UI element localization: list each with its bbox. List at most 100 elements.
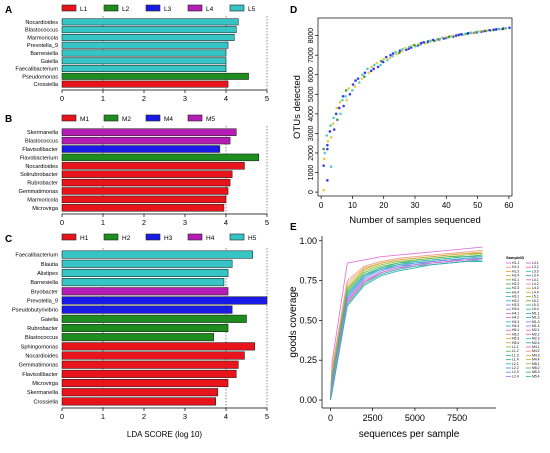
bar [61, 80, 229, 88]
data-point [476, 30, 479, 33]
legend-entry: M5.3 [532, 370, 540, 374]
category-label: Solirubrobacter [20, 172, 58, 178]
legend-entry: M1.2 [532, 316, 540, 320]
data-point [401, 47, 404, 51]
panel-c: C H1 H2 H3 H4 H5 Faecalibacterium Blautia Alisti… [5, 233, 269, 439]
data-point [331, 122, 335, 125]
y-tick-label: 6000 [308, 67, 315, 83]
x-tick-label: 2500 [363, 413, 383, 423]
bar [61, 314, 247, 323]
data-point [450, 34, 454, 38]
data-point [326, 179, 329, 182]
data-point [438, 37, 442, 40]
y-tick-label: 3000 [308, 126, 315, 142]
legend-entry: L3.1 [532, 261, 539, 265]
data-point [483, 29, 486, 33]
legend-entry: L1.4 [512, 358, 519, 362]
legend-entry: L2.3 [512, 370, 519, 374]
data-point [466, 31, 470, 35]
data-point [363, 71, 367, 75]
y-tick-label: 0.75 [299, 276, 317, 286]
legend-label-l4: L4 [206, 6, 214, 13]
bar [61, 278, 225, 287]
x-tick-label: 0 [328, 413, 333, 423]
data-point [426, 40, 430, 43]
legend-entry: L3.4 [532, 274, 539, 278]
data-point [325, 134, 329, 137]
series-line [329, 249, 483, 401]
bar [61, 49, 227, 57]
panel-b: B M1 M2 M4 M5 Skermanella Blastococcus Flavisol… [5, 114, 269, 227]
x-tick-label: 4 [224, 94, 228, 103]
x-axis-label: Number of samples sequenced [349, 215, 481, 226]
x-axis-label: LDA SCORE (log 10) [127, 430, 202, 439]
data-point [329, 124, 332, 127]
data-point [488, 28, 491, 32]
legend-entry: H1.2 [512, 265, 519, 269]
legend-entry: L5.3 [532, 303, 539, 307]
bar [61, 333, 214, 342]
series-line [329, 257, 483, 401]
legend-entry: H1.4 [512, 274, 519, 278]
data-point [326, 143, 329, 147]
bar [61, 136, 231, 145]
x-tick-label: 4 [224, 412, 228, 421]
panel-label-e: E [290, 222, 297, 233]
x-tick-label: 0 [319, 201, 324, 210]
data-point [345, 98, 349, 102]
data-point [344, 94, 347, 98]
category-label: Nocardioides [25, 354, 58, 360]
category-label: Faecalibacterium [15, 253, 58, 259]
legend-entry: H1.3 [512, 269, 519, 273]
legend-entry: M4.3 [532, 353, 540, 357]
data-point [429, 39, 432, 42]
x-tick-label: 20 [379, 201, 388, 210]
data-point [363, 75, 366, 78]
y-tick-label: 0 [308, 190, 315, 194]
legend-entry: L4.1 [532, 278, 539, 282]
legend-swatch-m1 [61, 114, 77, 122]
legend-entry: H2.4 [512, 290, 519, 294]
data-point [454, 34, 458, 37]
x-tick-label: 2 [142, 412, 146, 421]
data-point [369, 69, 373, 73]
bar [61, 379, 229, 388]
x-tick-label: 3 [183, 218, 187, 227]
y-tick-label: 1.00 [299, 236, 317, 246]
data-point [344, 89, 348, 92]
data-point [329, 136, 333, 139]
legend-label-h5: H5 [248, 235, 257, 242]
category-label: Microvirga [32, 381, 59, 387]
data-point [376, 65, 380, 69]
y-tick-label: 1000 [308, 165, 315, 181]
data-point [354, 79, 357, 82]
category-label: Nocardioides [25, 164, 58, 170]
x-tick-label: 2 [142, 218, 146, 227]
bar [61, 204, 225, 212]
data-point [469, 31, 473, 34]
data-point [413, 43, 416, 47]
data-point [389, 53, 392, 57]
category-label: Blastococcus [25, 335, 58, 341]
data-point [464, 32, 467, 35]
x-tick-label: 30 [411, 201, 420, 210]
legend-entry: L2.2 [512, 366, 519, 370]
bar [61, 369, 237, 378]
bar [61, 397, 216, 406]
bar [61, 72, 249, 80]
panel-e: E 0 2500 5000 7500 0.00 0.25 0.50 0.75 1.00 sequen… [288, 222, 540, 440]
data-point [351, 83, 355, 86]
category-label: Marmoricola [27, 35, 59, 41]
data-point [492, 28, 496, 32]
bar [61, 26, 237, 34]
x-tick-label: 50 [473, 201, 482, 210]
data-point [367, 71, 370, 75]
panel-label-c: C [5, 234, 12, 245]
legend-swatch-l1 [61, 4, 77, 12]
bar [61, 287, 229, 296]
category-label: Gaiella [41, 317, 59, 323]
data-point [326, 147, 329, 151]
bar [61, 65, 227, 72]
bar [61, 162, 245, 170]
